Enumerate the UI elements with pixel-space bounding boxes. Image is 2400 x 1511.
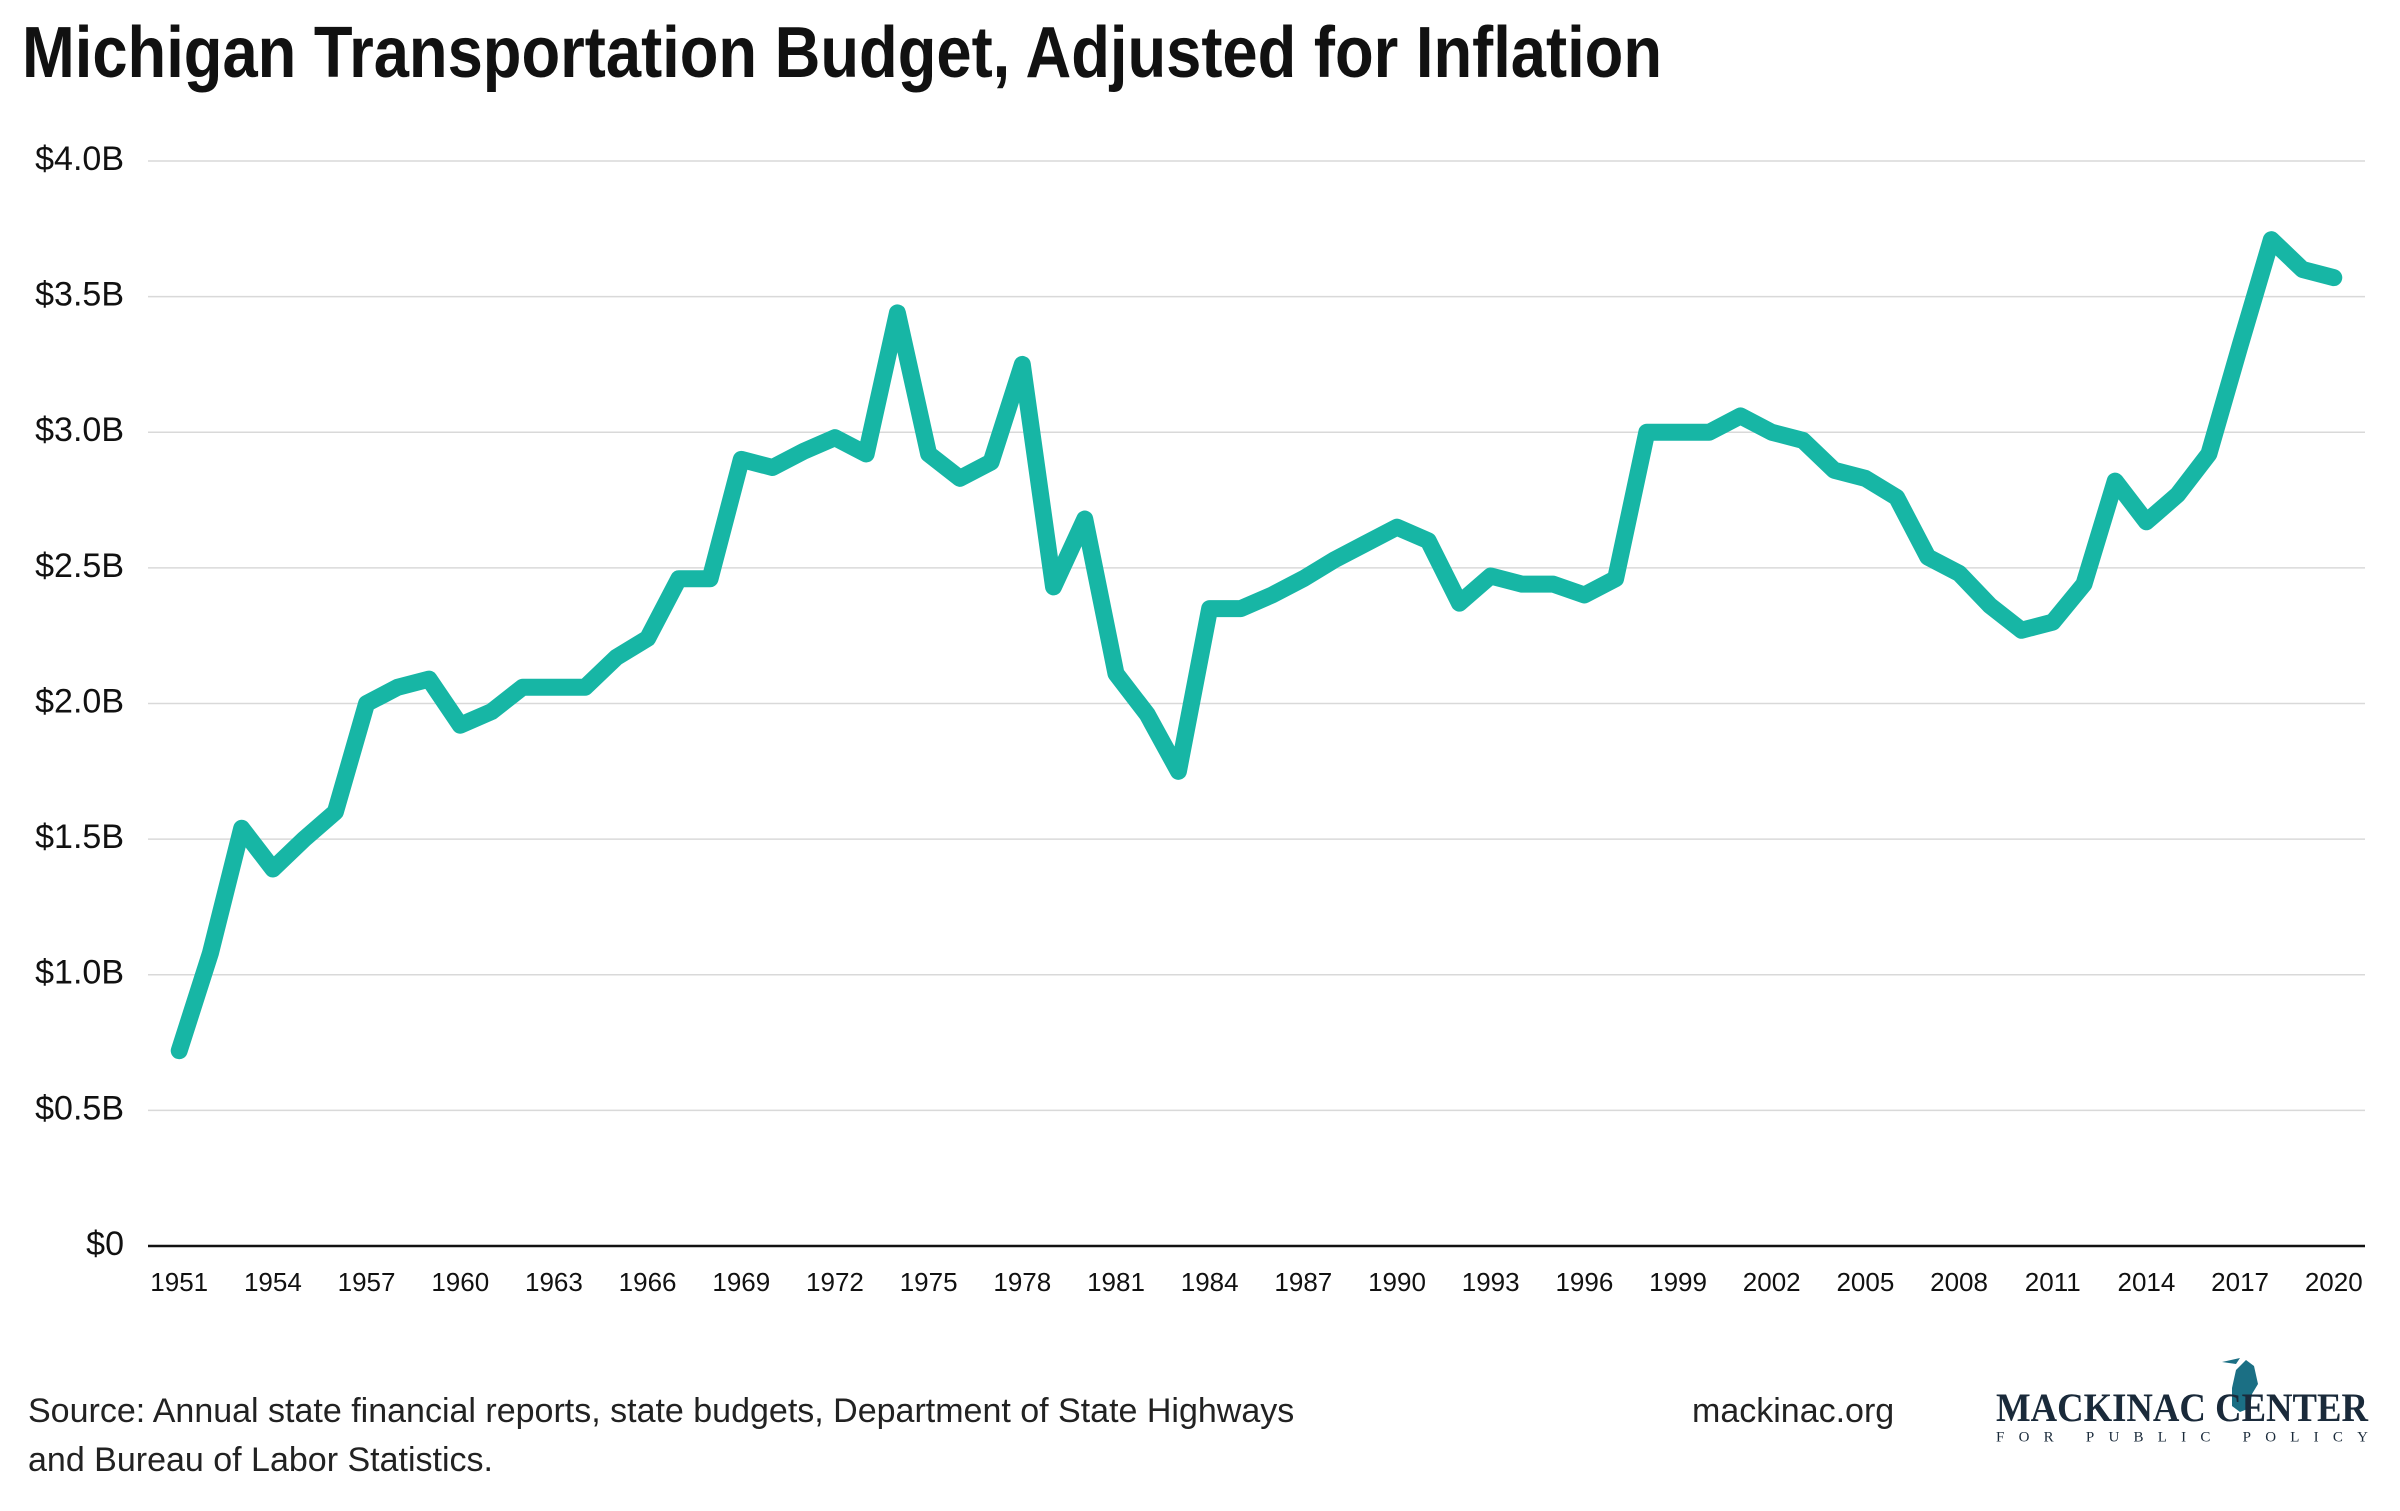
x-tick-label: 2014 [2118,1267,2176,1297]
y-tick-label: $3.0B [35,411,124,449]
x-tick-label: 1999 [1649,1267,1707,1297]
logo-name: MACKINAC CENTER [1996,1385,2369,1430]
logo-tagline: FOR PUBLIC POLICY [1996,1429,2368,1445]
y-tick-label: $1.0B [35,954,124,992]
y-tick-label: $2.0B [35,682,124,720]
x-tick-label: 1990 [1368,1267,1426,1297]
x-tick-label: 2020 [2305,1267,2363,1297]
x-tick-label: 2017 [2211,1267,2269,1297]
x-tick-label: 1987 [1274,1267,1332,1297]
y-tick-label: $1.5B [35,818,124,856]
x-tick-label: 2011 [2025,1267,2081,1297]
x-tick-label: 1951 [150,1267,208,1297]
x-tick-label: 1954 [244,1267,302,1297]
chart-title: Michigan Transportation Budget, Adjusted… [22,13,1662,93]
source-line: and Bureau of Labor Statistics. [28,1441,493,1479]
y-tick-label: $3.5B [35,276,124,314]
logo-icon [2222,1358,2258,1412]
x-tick-label: 1963 [525,1267,583,1297]
x-tick-label: 1972 [806,1267,864,1297]
x-tick-label: 1957 [338,1267,396,1297]
y-tick-label: $0.5B [35,1089,124,1127]
x-tick-label: 2005 [1836,1267,1894,1297]
source-line: Source: Annual state financial reports, … [28,1392,1294,1430]
x-tick-label: 2002 [1743,1267,1801,1297]
x-tick-label: 1966 [619,1267,677,1297]
x-tick-label: 2008 [1930,1267,1988,1297]
x-tick-label: 1960 [431,1267,489,1297]
data-line [170,231,2343,1060]
x-tick-label: 1993 [1462,1267,1520,1297]
x-tick-label: 1975 [900,1267,958,1297]
x-tick-label: 1981 [1087,1267,1145,1297]
y-tick-label: $4.0B [35,140,124,178]
x-tick-label: 1996 [1555,1267,1613,1297]
x-tick-label: 1984 [1181,1267,1239,1297]
x-tick-label: 1978 [993,1267,1051,1297]
y-tick-label: $2.5B [35,547,124,585]
website: mackinac.org [1692,1392,1894,1430]
y-tick-label: $0 [86,1225,124,1263]
x-tick-label: 1969 [712,1267,770,1297]
